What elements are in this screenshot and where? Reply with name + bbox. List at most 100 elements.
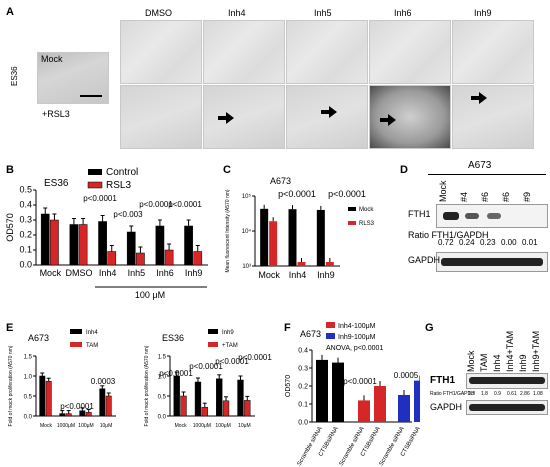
y-tick-label: 0.5: [158, 395, 167, 401]
y-tick-label: 1.5: [158, 355, 167, 361]
legend-label: RLS3: [359, 221, 375, 227]
arrow-icon: [218, 112, 234, 124]
x-tick-label: 10μM: [238, 423, 251, 429]
micrograph-inh4-bottom: [203, 85, 285, 149]
lane-label: #9: [522, 191, 532, 202]
bar: [216, 378, 223, 417]
x-tick-label: Inh9: [185, 268, 203, 278]
arrow-icon: [321, 106, 337, 118]
micrograph-inh9-bottom: [452, 85, 534, 149]
bar: [78, 224, 88, 266]
p-value-label: p<0.0001: [168, 200, 202, 209]
bar: [136, 252, 145, 266]
y-axis-label: Fold of mock proliferation (A570 nm): [144, 345, 150, 426]
treatment-label: +RSL3: [42, 109, 70, 119]
condition-label-inh9: Inh9: [474, 8, 492, 18]
y-tick-label: 10⁴: [242, 228, 252, 235]
blot-d-title: A673: [468, 160, 492, 171]
bar: [374, 386, 386, 422]
p-value-label: p<0.003: [113, 210, 143, 219]
y-tick-label: 0.2: [19, 230, 32, 240]
chart-e2: 0.0 0.5 1.0 1.5 Mock 1000μM 100μM 10μM Fold of m…: [144, 329, 272, 429]
y-tick-label: 10⁵: [242, 193, 252, 200]
band: [487, 213, 501, 219]
p-value-label: p<0.0001: [189, 362, 223, 371]
blot-g-fth1: [466, 373, 548, 389]
bar: [398, 395, 410, 422]
x-tick-label: Mock: [40, 268, 62, 278]
micrograph-inh5-top: [286, 20, 368, 84]
bar: [184, 225, 193, 266]
p-value-label: p<0.0001: [139, 200, 173, 209]
legend-label: Control: [106, 167, 138, 178]
blot-d-title-line: [428, 174, 546, 175]
arrow-icon: [380, 114, 396, 126]
x-tick-label: Inh5: [128, 268, 146, 278]
p-value-label: p<0.0001: [215, 357, 249, 366]
x-tick-label: Mock: [258, 270, 280, 280]
bar: [155, 225, 165, 266]
panel-label-b: B: [6, 164, 14, 176]
ratio-value: 0.72: [438, 238, 454, 247]
lane-label: Inh9: [518, 354, 528, 372]
ratio-value: 0.24: [459, 238, 475, 247]
bar: [222, 400, 230, 417]
x-tick-label: Inh4: [289, 270, 307, 280]
y-tick-label: 0.5: [19, 185, 32, 195]
legend-swatch: [70, 329, 82, 334]
x-tick-label: 100μM: [215, 423, 230, 429]
p-value-label: p<0.0001: [328, 189, 366, 199]
band: [469, 377, 545, 384]
legend-label: RSL3: [106, 180, 131, 191]
y-tick-label: 0.3: [298, 366, 308, 373]
x-tick-label: 1000μM: [193, 423, 211, 429]
bar: [107, 251, 117, 266]
legend-swatch: [87, 181, 103, 189]
ratio-value: 2.86: [520, 391, 530, 397]
y-tick-label: 0.1: [298, 402, 308, 409]
legend-label: TAM: [86, 343, 98, 349]
condition-label-inh5: Inh5: [314, 8, 332, 18]
bar: [332, 362, 344, 422]
bar: [105, 395, 112, 417]
bar: [65, 413, 72, 417]
blot-g-gapdh: [466, 400, 548, 415]
p-value-label: 0.0005: [394, 371, 419, 380]
scale-bar: [80, 95, 102, 97]
mock-label: Mock: [41, 54, 63, 64]
lane-label: Inh9+TAM: [531, 330, 541, 372]
micrograph-dmso-top: [120, 20, 202, 84]
p-value-label: p<0.0001: [343, 377, 377, 386]
bar: [40, 213, 50, 266]
y-tick-label: 0.0: [19, 260, 32, 270]
p-value-label: 0.0003: [91, 377, 116, 386]
y-tick-label: 0.4: [298, 348, 308, 355]
ratio-value: 0.01: [522, 238, 538, 247]
bar: [173, 375, 180, 417]
panel-label-c: C: [223, 164, 231, 176]
y-tick-label: 1.0: [158, 375, 167, 381]
y-tick-label: 10³: [242, 264, 251, 270]
legend-swatch: [70, 342, 82, 347]
y-tick-label: 0.2: [298, 384, 308, 391]
x-tick-label: 10μM: [100, 423, 113, 429]
legend-label: Inh9-100μM: [338, 334, 376, 341]
chart-title: A673: [300, 329, 321, 339]
chart-title: ES36: [44, 178, 69, 189]
bar: [79, 410, 86, 417]
panel-label-e: E: [6, 322, 14, 334]
bar: [69, 224, 79, 266]
chart-title: A673: [28, 333, 49, 343]
y-axis-label: OD570: [285, 375, 292, 397]
y-tick-label: 0.3: [19, 215, 32, 225]
x-tick-label: Mock: [175, 423, 187, 429]
legend-swatch: [88, 169, 102, 175]
lane-label: #4: [459, 191, 469, 202]
lane-label: #6: [480, 191, 490, 202]
lane-label: TAM: [479, 353, 489, 372]
blot-d-ratio-label: Ratio FTH1/GAPDH: [408, 230, 489, 240]
y-tick-label: 0.0: [24, 415, 33, 421]
legend-label: Inh4-100μM: [338, 323, 376, 330]
blot-g-loading: GAPDH: [430, 402, 463, 412]
